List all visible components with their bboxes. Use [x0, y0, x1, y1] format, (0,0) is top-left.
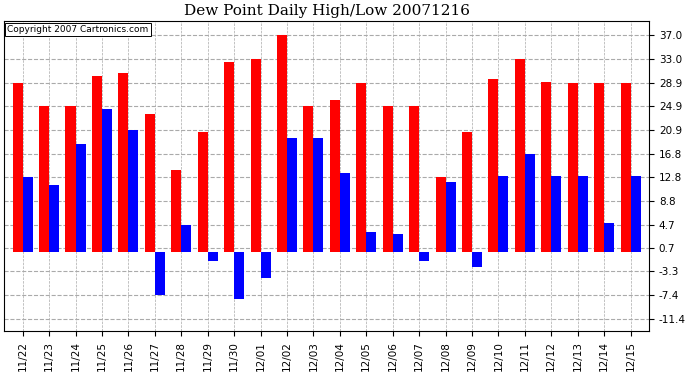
Bar	[515, 59, 525, 252]
Bar	[446, 182, 455, 252]
Bar	[551, 176, 562, 252]
Bar	[261, 252, 270, 278]
Bar	[75, 144, 86, 252]
Bar	[49, 185, 59, 252]
Bar	[356, 83, 366, 252]
Bar	[197, 132, 208, 252]
Bar	[92, 76, 102, 252]
Bar	[340, 173, 350, 252]
Bar	[409, 106, 419, 252]
Bar	[472, 252, 482, 267]
Bar	[631, 176, 640, 252]
Bar	[541, 82, 551, 252]
Bar	[604, 223, 614, 252]
Bar	[594, 83, 604, 252]
Bar	[234, 252, 244, 299]
Bar	[39, 106, 49, 252]
Bar	[313, 138, 324, 252]
Bar	[435, 177, 446, 252]
Bar	[145, 114, 155, 252]
Text: Copyright 2007 Cartronics.com: Copyright 2007 Cartronics.com	[8, 26, 148, 34]
Bar	[620, 83, 631, 252]
Bar	[383, 106, 393, 252]
Bar	[525, 154, 535, 252]
Bar	[119, 74, 128, 252]
Title: Dew Point Daily High/Low 20071216: Dew Point Daily High/Low 20071216	[184, 4, 470, 18]
Bar	[102, 109, 112, 252]
Bar	[393, 234, 403, 252]
Bar	[208, 252, 218, 261]
Bar	[23, 177, 32, 252]
Bar	[128, 130, 139, 252]
Bar	[419, 252, 429, 261]
Bar	[568, 83, 578, 252]
Bar	[171, 170, 181, 252]
Bar	[304, 106, 313, 252]
Bar	[330, 100, 340, 252]
Bar	[366, 231, 376, 252]
Bar	[277, 35, 287, 252]
Bar	[250, 59, 261, 252]
Bar	[66, 106, 75, 252]
Bar	[224, 62, 234, 252]
Bar	[578, 176, 588, 252]
Bar	[287, 138, 297, 252]
Bar	[462, 132, 472, 252]
Bar	[155, 252, 165, 296]
Bar	[498, 176, 509, 252]
Bar	[181, 225, 191, 252]
Bar	[12, 83, 23, 252]
Bar	[489, 79, 498, 252]
